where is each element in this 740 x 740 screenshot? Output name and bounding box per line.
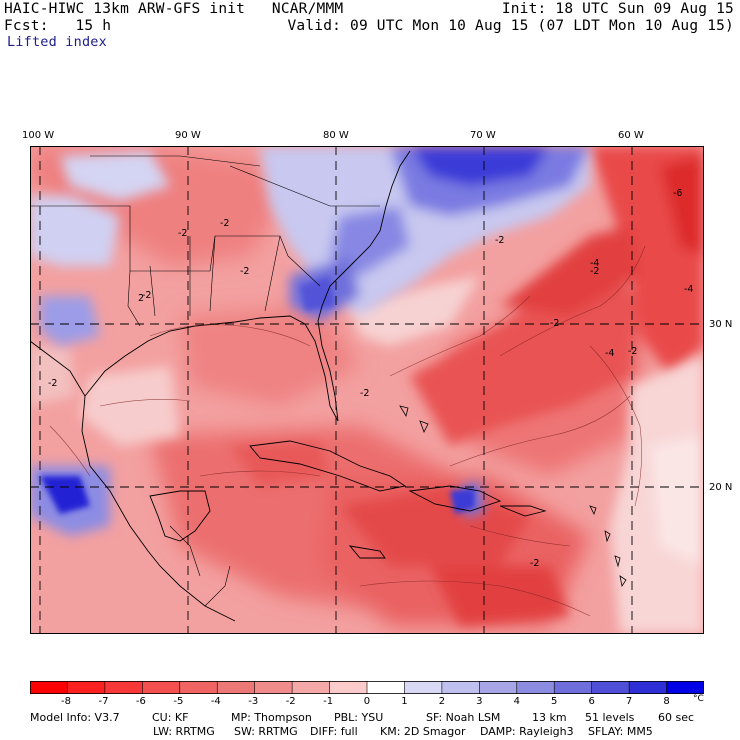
contour-label: -2 [178, 228, 187, 239]
colorbar-swatch [629, 681, 668, 694]
lon-label-70w: 70 W [470, 130, 496, 141]
contour-label: -2 [628, 346, 637, 357]
colorbar-tick-label: -2 [285, 696, 296, 707]
colorbar-swatch [179, 681, 218, 694]
footer-diff: DIFF: full [310, 725, 358, 738]
contour-label: -2 [48, 378, 57, 389]
colorbar [30, 681, 704, 694]
colorbar-tick-label: 3 [476, 696, 483, 707]
contour-label: -2 [142, 290, 151, 301]
contour-label: -6 [673, 188, 682, 199]
lat-label-20n: 20 N [709, 482, 733, 493]
field-strong-red [230, 146, 704, 626]
colorbar-swatch [254, 681, 293, 694]
colorbar-swatch [441, 681, 480, 694]
colorbar-swatch [142, 681, 181, 694]
colorbar-swatch [367, 681, 405, 694]
political-borders [30, 155, 380, 607]
colorbar-tick-label: -5 [173, 696, 184, 707]
plot-title: HAIC-HIWC 13km ARW-GFS init NCAR/MMM [4, 1, 344, 17]
footer-mp: MP: Thompson [231, 711, 312, 724]
lon-label-60w: 60 W [618, 130, 644, 141]
contour-label: -4 [590, 258, 599, 269]
colorbar-tick-label: 4 [513, 696, 520, 707]
colorbar-swatch [404, 681, 443, 694]
field-name: Lifted index [7, 34, 107, 50]
footer-levels: 51 levels [585, 711, 635, 724]
colorbar-tick-label: 5 [551, 696, 558, 707]
contour-label: -2 [550, 318, 559, 329]
valid-time: Valid: 09 UTC Mon 10 Aug 15 (07 LDT Mon … [287, 18, 734, 34]
footer-pbl: PBL: YSU [334, 711, 384, 724]
colorbar-swatch [67, 681, 106, 694]
footer-lw: LW: RRTMG [153, 725, 215, 738]
colorbar-swatch [479, 681, 518, 694]
footer-damp: DAMP: Rayleigh3 [480, 725, 574, 738]
colorbar-tick-label: -3 [248, 696, 259, 707]
colorbar-tick-label: 1 [401, 696, 408, 707]
colorbar-tick-label: -4 [210, 696, 221, 707]
islands [399, 405, 627, 588]
contour-label: -2 [530, 558, 539, 569]
field-deep-blue [40, 276, 475, 514]
colorbar-swatch [104, 681, 143, 694]
contour-label: -2 [360, 388, 369, 399]
contour-label: 2 [138, 293, 144, 304]
contour-label: -4 [605, 348, 614, 359]
footer-km: KM: 2D Smagor [380, 725, 466, 738]
init-time: Init: 18 UTC Sun 09 Aug 15 [501, 1, 734, 17]
contour-label: -2 [240, 266, 249, 277]
contour-label: -2 [590, 266, 599, 277]
lat-lon-grid [30, 146, 704, 634]
forecast-hour: Fcst: 15 h [4, 18, 112, 34]
lon-label-80w: 80 W [323, 130, 349, 141]
colorbar-tick-label: -8 [61, 696, 72, 707]
lon-label-100w: 100 W [22, 130, 55, 141]
contour-label: -2 [220, 218, 229, 229]
footer-sf: SF: Noah LSM [426, 711, 501, 724]
field-neutral [30, 276, 704, 634]
footer-sw: SW: RRTMG [234, 725, 298, 738]
colorbar-tick-label: 8 [663, 696, 670, 707]
colorbar-tick-label: 0 [363, 696, 371, 707]
colorbar-swatch [554, 681, 593, 694]
footer-sflay: SFLAY: MM5 [588, 725, 653, 738]
lon-label-90w: 90 W [175, 130, 201, 141]
lifted-index-map: -2 -2 -2 -2 -2 -4 -4 -6 -2 -4 -2 2 -2 -2… [30, 146, 704, 634]
footer-resolution: 13 km [532, 711, 567, 724]
lat-label-30n: 30 N [709, 319, 733, 330]
map-border [30, 146, 704, 634]
colorbar-tick-label: -6 [135, 696, 146, 707]
footer-timestep: 60 sec [658, 711, 695, 724]
colorbar-tick-label: 2 [438, 696, 446, 707]
footer-model-info: Model Info: V3.7 [30, 711, 120, 724]
colorbar-tick-label: -1 [323, 696, 334, 707]
colorbar-tick-label: 7 [625, 696, 633, 707]
colorbar-unit: °C [693, 694, 704, 704]
colorbar-swatch [666, 681, 704, 694]
colorbar-swatch [591, 681, 630, 694]
footer-cu: CU: KF [152, 711, 189, 724]
colorbar-swatch [292, 681, 331, 694]
contour-label-group: -2 -2 -2 -2 -2 -4 -4 -6 -2 -4 -2 2 -2 -2… [48, 188, 693, 569]
contour-label: -2 [495, 235, 504, 246]
colorbar-tick-label: -7 [98, 696, 109, 707]
colorbar-swatch [30, 681, 68, 694]
contour-label: -4 [684, 284, 693, 295]
colorbar-swatch [329, 681, 368, 694]
colorbar-swatch [217, 681, 256, 694]
colorbar-swatch [516, 681, 555, 694]
colorbar-tick-label: 6 [588, 696, 595, 707]
li-contours [49, 245, 646, 617]
